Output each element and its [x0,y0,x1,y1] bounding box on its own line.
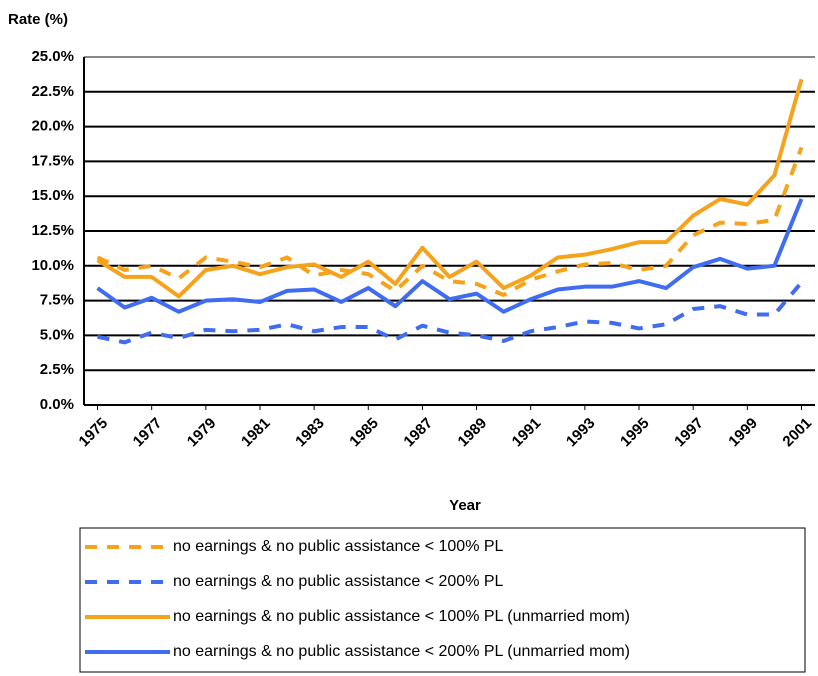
series-line [97,281,803,345]
y-tick-label: 5.0% [40,326,74,343]
x-tick-label: 1983 [292,415,328,451]
legend-box [79,527,806,673]
y-tick-label: 10.0% [31,257,74,274]
y-tick-label: 22.5% [31,83,74,100]
y-tick-label: 0.0% [40,396,74,413]
y-tick-label: 25.0% [31,48,74,65]
x-tick-label: 1991 [509,415,545,451]
y-tick-label: 12.5% [31,222,74,239]
series-line [96,146,804,298]
x-tick-label: 1987 [400,415,436,451]
x-tick-label: 1995 [617,415,653,451]
y-axis-label: Rate (%) [8,11,68,28]
x-tick-label: 2001 [779,415,815,451]
x-tick-label: 1985 [346,415,382,451]
y-tick-label: 2.5% [40,361,74,378]
x-tick-label: 1979 [184,415,220,451]
legend-label: no earnings & no public assistance < 200… [173,573,504,590]
y-tick-label: 20.0% [31,118,74,135]
series-line [96,78,804,299]
y-tick-label: 15.0% [31,187,74,204]
x-tick-label: 1977 [130,415,166,451]
legend-label: no earnings & no public assistance < 100… [173,608,630,625]
legend-label: no earnings & no public assistance < 100… [173,538,504,555]
y-tick-label: 17.5% [31,152,74,169]
x-tick-label: 1997 [671,415,707,451]
x-axis-label: Year [449,497,481,514]
x-tick-label: 1981 [238,415,274,451]
x-tick-label: 1989 [455,415,491,451]
x-tick-label: 1975 [76,415,112,451]
x-tick-label: 1999 [725,415,761,451]
series-line [96,198,804,314]
x-tick-label: 1993 [563,415,599,451]
legend-label: no earnings & no public assistance < 200… [173,643,630,660]
y-tick-label: 7.5% [40,292,74,309]
